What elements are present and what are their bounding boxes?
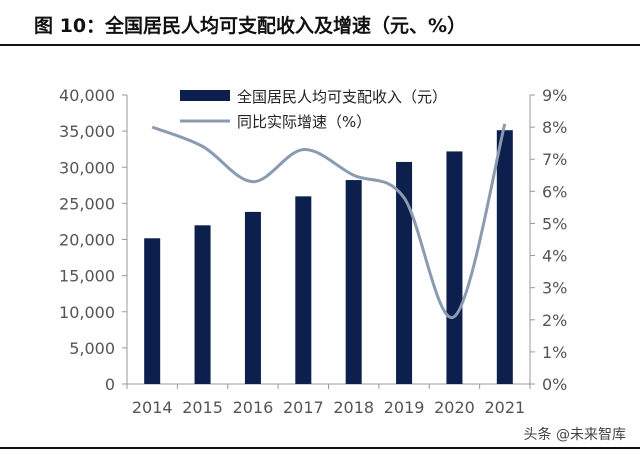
income-bar — [194, 225, 211, 384]
income-bar — [295, 196, 312, 384]
left-tick-label: 30,000 — [59, 158, 115, 177]
right-tick-label: 0% — [542, 375, 567, 394]
x-tick-label: 2015 — [182, 398, 223, 417]
legend-line-label: 同比实际增速（%） — [237, 113, 371, 131]
x-tick-label: 2017 — [283, 398, 324, 417]
growth-rate-line — [151, 123, 507, 319]
left-tick-label: 20,000 — [59, 231, 115, 250]
left-tick-label: 15,000 — [59, 267, 115, 286]
left-tick-label: 5,000 — [69, 339, 115, 358]
income-bar — [244, 211, 261, 384]
left-tick-label: 0 — [105, 375, 115, 394]
right-tick-label: 6% — [542, 182, 567, 201]
right-tick-label: 8% — [542, 118, 567, 137]
legend-bar-swatch — [180, 90, 230, 101]
right-tick-label: 7% — [542, 150, 567, 169]
chart-title: 图 10：全国居民人均可支配收入及增速（元、%） — [34, 15, 467, 37]
right-tick-label: 5% — [542, 214, 567, 233]
x-tick-label: 2021 — [484, 398, 525, 417]
income-bar — [345, 180, 362, 384]
left-tick-label: 35,000 — [59, 122, 115, 141]
bottom-rule — [0, 447, 640, 449]
x-tick-label: 2018 — [333, 398, 374, 417]
x-tick-label: 2016 — [233, 398, 274, 417]
x-tick-label: 2020 — [434, 398, 475, 417]
legend-bar-label: 全国居民人均可支配收入（元） — [237, 88, 447, 106]
income-bar — [396, 161, 413, 384]
chart: 0 5,000 10,000 15,000 20,000 25,000 30,000 35,0… — [59, 86, 567, 417]
left-tick-label: 40,000 — [59, 86, 115, 105]
x-tick-label: 2014 — [132, 398, 173, 417]
title-bar: 图 10：全国居民人均可支配收入及增速（元、%） — [0, 0, 640, 46]
right-tick-label: 3% — [542, 279, 567, 298]
left-tick-label: 10,000 — [59, 303, 115, 322]
watermark: 头条 @未来智库 — [523, 427, 626, 443]
left-tick-label: 25,000 — [59, 194, 115, 213]
x-tick-label: 2019 — [384, 398, 425, 417]
right-tick-label: 4% — [542, 247, 567, 266]
income-bar — [144, 238, 161, 384]
right-tick-label: 2% — [542, 311, 567, 330]
income-bar — [446, 151, 463, 384]
right-tick-label: 9% — [542, 86, 567, 105]
income-bar — [496, 130, 513, 384]
right-tick-label: 1% — [542, 343, 567, 362]
